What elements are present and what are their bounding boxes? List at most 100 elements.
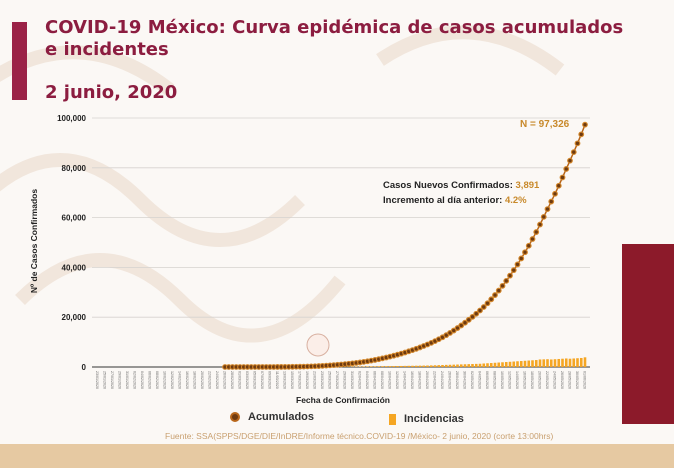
incidence-bar [482, 363, 486, 367]
incidence-bar [369, 366, 373, 367]
x-tick-label: 23/03/2020 [320, 371, 324, 389]
acumulados-point [522, 249, 528, 256]
x-tick-label: 20/04/2020 [425, 371, 429, 389]
incidence-bar [557, 358, 561, 367]
acumulados-point [582, 121, 588, 128]
incidence-bar [381, 366, 384, 367]
x-tick-label: 30/05/2020 [575, 371, 579, 389]
x-tick-label: 14/02/2020 [177, 371, 181, 389]
incidence-bar [437, 365, 441, 367]
x-tick-label: 16/02/2020 [185, 371, 189, 389]
legend-acumulados-label: Acumulados [248, 411, 315, 423]
x-tick-label: 26/05/2020 [560, 371, 564, 389]
acumulados-point [552, 190, 558, 197]
x-tick-label: 29/03/2020 [342, 371, 346, 389]
x-tick-label: 10/02/2020 [162, 371, 166, 389]
y-tick-label: 100,000 [57, 114, 86, 123]
x-tick-label: 04/04/2020 [365, 371, 369, 389]
x-tick-label: 31/01/2020 [125, 371, 129, 389]
title-accent-bar [12, 22, 27, 100]
y-tick-label: 0 [82, 363, 87, 372]
acumulados-point [499, 282, 506, 289]
x-tick-label: 08/04/2020 [380, 371, 384, 389]
x-tick-label: 20/02/2020 [200, 371, 204, 389]
legend-incidencias: Incidencias [389, 413, 464, 425]
acumulados-point [518, 255, 525, 262]
x-tick-label: 10/04/2020 [387, 371, 391, 389]
acumulados-point [469, 313, 476, 320]
incidence-bar [576, 358, 579, 367]
incidence-bar [362, 366, 366, 367]
acumulados-point [548, 198, 555, 205]
acumulados-point [567, 157, 573, 164]
incidence-bar [373, 366, 377, 367]
x-tick-label: 24/05/2020 [552, 371, 556, 389]
x-tick-label: 11/03/2020 [275, 371, 279, 389]
x-tick-label: 02/02/2020 [132, 371, 136, 389]
incidence-bar [456, 364, 459, 367]
x-tick-label: 12/04/2020 [395, 371, 399, 389]
incidence-bar [493, 362, 497, 367]
page-title: COVID-19 México: Curva epidémica de caso… [45, 17, 624, 60]
x-tick-label: 12/02/2020 [170, 371, 174, 389]
x-tick-label: 27/03/2020 [335, 371, 339, 389]
incidence-bar [441, 365, 444, 367]
incidence-bar [534, 360, 538, 367]
incidence-bar [426, 365, 429, 367]
incidence-bar [396, 366, 399, 367]
acumulados-point [473, 310, 480, 317]
incidence-bar [377, 366, 381, 367]
x-tick-label: 12/05/2020 [507, 371, 511, 389]
acumulados-point [544, 206, 551, 212]
x-tick-label: 24/04/2020 [440, 371, 444, 389]
x-tick-label: 18/02/2020 [192, 371, 196, 389]
x-tick-label: 05/03/2020 [252, 371, 256, 389]
legend-acumulados: Acumulados [230, 411, 314, 423]
y-tick-label: 20,000 [62, 313, 87, 322]
acumulados-point [563, 166, 570, 172]
y-tick-label: 60,000 [62, 214, 87, 223]
incidence-bar [504, 362, 508, 367]
incidence-bar [583, 357, 587, 367]
incidence-bar [542, 359, 546, 367]
incidence-bar [549, 359, 553, 367]
incidence-bar [553, 359, 557, 367]
increase-annotation: Incremento al día anterior: 4.2% [383, 195, 527, 206]
incidence-bar [561, 358, 564, 367]
x-tick-label: 02/04/2020 [357, 371, 361, 389]
incidence-bar [519, 361, 523, 367]
incidence-bar [388, 366, 392, 367]
x-tick-label: 16/04/2020 [410, 371, 414, 389]
incidence-bar [418, 365, 422, 367]
incidence-bar [497, 362, 501, 367]
incidence-bar [392, 366, 396, 367]
x-tick-label: 22/05/2020 [545, 371, 549, 389]
x-tick-label: 17/03/2020 [297, 371, 301, 389]
new-cases-annotation: Casos Nuevos Confirmados: 3,891 [383, 180, 539, 191]
acumulados-point [559, 174, 566, 181]
x-tick-label: 21/03/2020 [312, 371, 316, 389]
x-tick-label: 09/03/2020 [267, 371, 271, 389]
x-tick-label: 15/03/2020 [290, 371, 294, 389]
acumulados-point [514, 261, 521, 268]
incidence-bar [459, 364, 463, 367]
acumulados-point [555, 182, 562, 189]
x-tick-label: 18/04/2020 [417, 371, 421, 389]
x-tick-label: 14/04/2020 [402, 371, 406, 389]
emblem-icon [306, 333, 330, 357]
x-tick-label: 06/04/2020 [372, 371, 376, 389]
incidence-bar [531, 360, 534, 367]
acumulados-point [495, 287, 502, 294]
incidence-bar [448, 364, 452, 367]
x-axis-label: Fecha de Confirmación [296, 395, 390, 405]
side-panel [622, 244, 674, 424]
y-tick-label: 40,000 [62, 263, 87, 272]
incidence-bar [444, 364, 448, 367]
incidence-bar [422, 365, 426, 367]
acumulados-point [488, 296, 495, 303]
x-tick-label: 24/02/2020 [215, 371, 219, 389]
acumulados-point [480, 304, 487, 310]
acumulados-point [510, 267, 517, 274]
